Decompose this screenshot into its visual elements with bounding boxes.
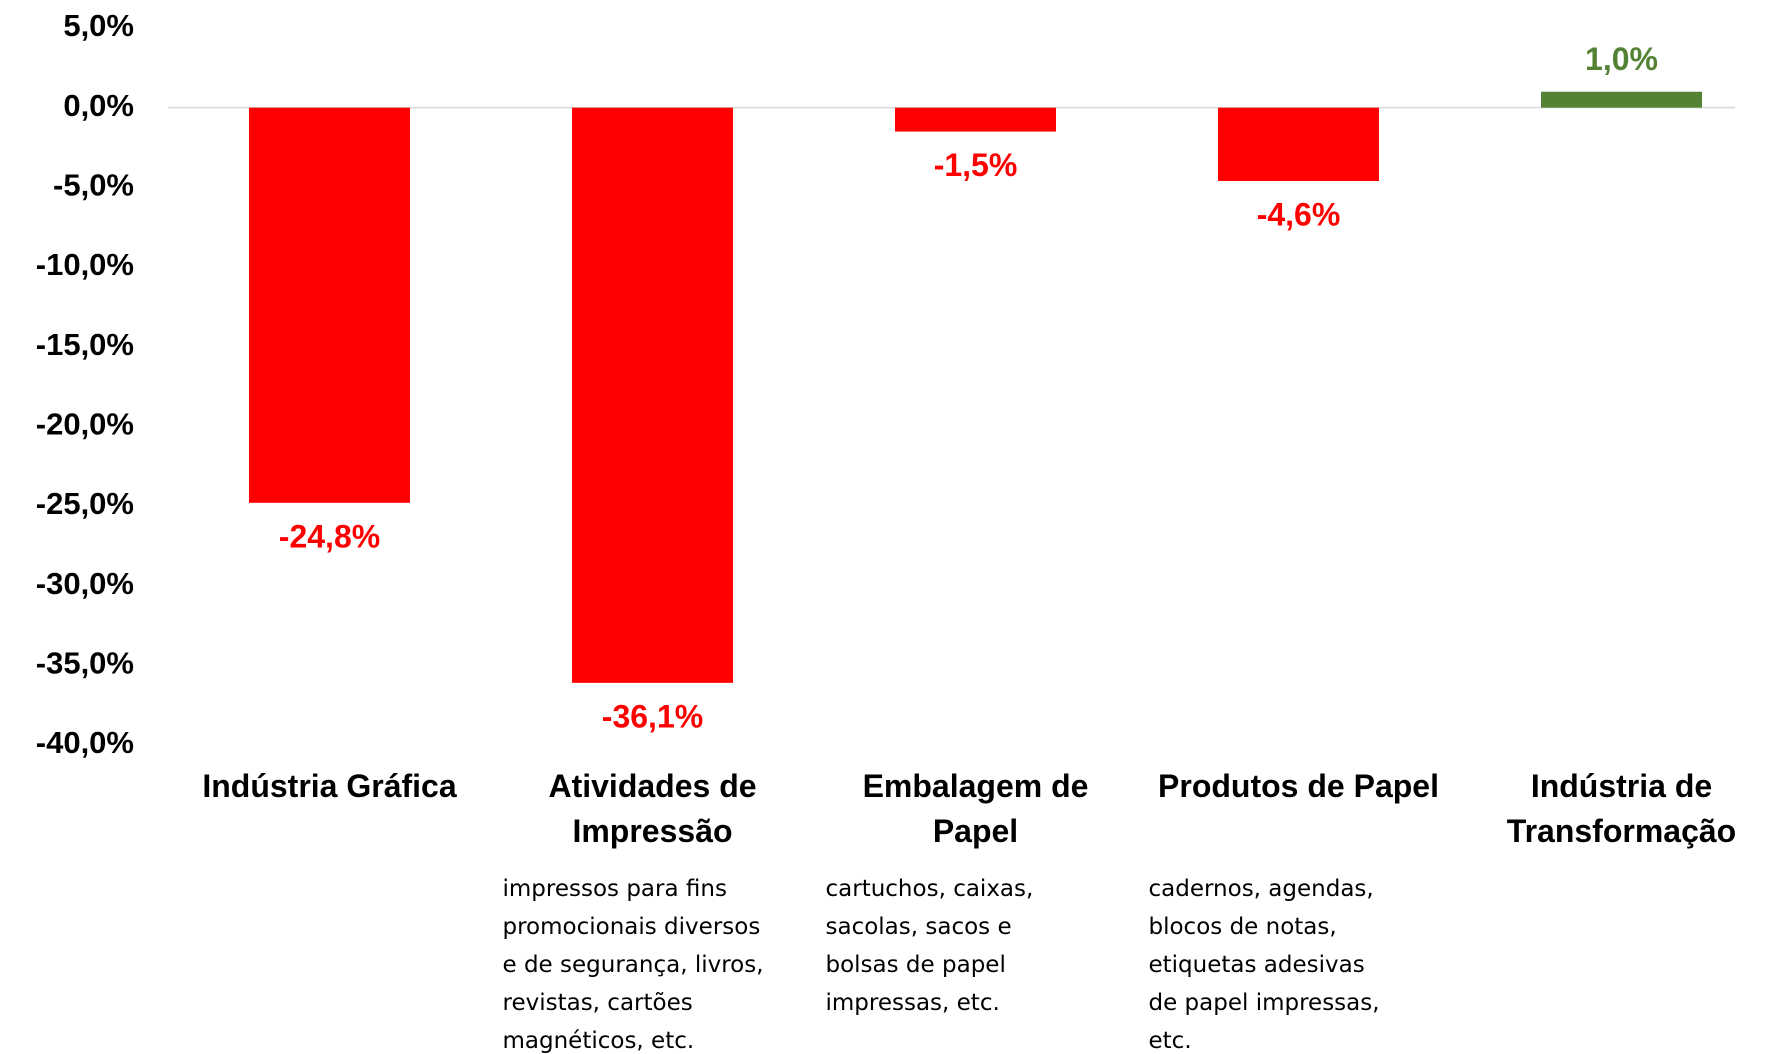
bar: [572, 107, 733, 683]
y-tick-label: 0,0%: [63, 88, 134, 123]
y-tick-label: -5,0%: [53, 168, 134, 203]
value-label: -36,1%: [602, 698, 703, 734]
y-tick-label: -10,0%: [36, 247, 134, 282]
y-tick-label: -40,0%: [36, 725, 134, 760]
x-tick-label: Indústria Gráfica: [202, 768, 457, 804]
value-label: 1,0%: [1585, 41, 1658, 77]
value-label: -4,6%: [1257, 196, 1341, 232]
x-tick-label: Atividades de Impressão: [548, 768, 757, 849]
bar: [249, 107, 410, 503]
y-tick-label: -30,0%: [36, 566, 134, 601]
value-label: -24,8%: [279, 518, 380, 554]
x-tick-label: Produtos de Papel: [1158, 768, 1439, 804]
bar: [1218, 107, 1379, 181]
bar: [895, 107, 1056, 132]
y-tick-label: -25,0%: [36, 486, 134, 521]
y-tick-label: -15,0%: [36, 327, 134, 362]
category-description: impressos para fins promocionais diverso…: [502, 876, 764, 1054]
category-description: cadernos, agendas, blocos de notas, etiq…: [1148, 876, 1380, 1054]
bar: [1541, 91, 1702, 108]
category-description: cartuchos, caixas, sacolas, sacos e bols…: [825, 876, 1034, 1016]
y-tick-label: -35,0%: [36, 646, 134, 681]
x-tick-label: Embalagem de Papel: [862, 768, 1089, 849]
value-label: -1,5%: [934, 147, 1018, 183]
y-tick-label: 5,0%: [63, 8, 134, 43]
x-tick-label: Indústria de Transformação: [1506, 768, 1737, 849]
y-tick-label: -20,0%: [36, 407, 134, 442]
